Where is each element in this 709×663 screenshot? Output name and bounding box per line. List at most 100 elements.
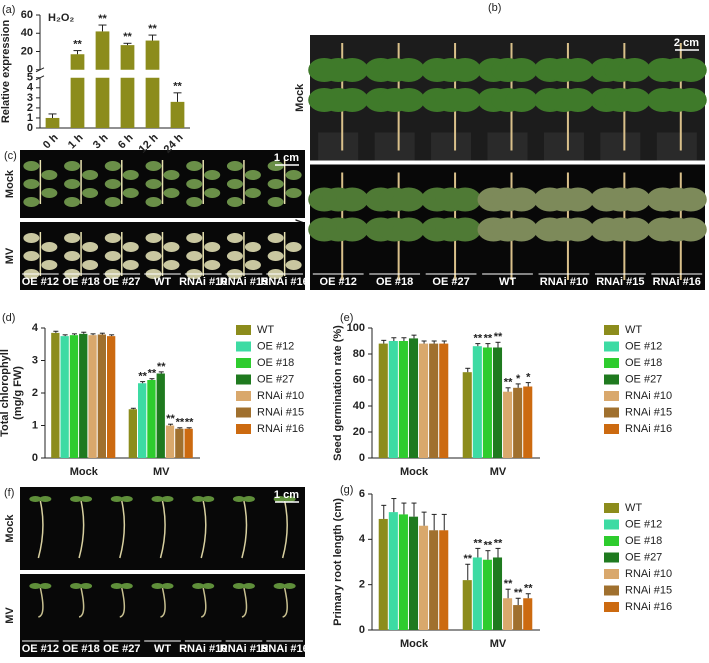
bar xyxy=(388,512,398,630)
leaflet xyxy=(285,188,302,198)
y-axis-label: Total chlorophyll(mg/g FW) xyxy=(0,349,24,437)
cotyledon xyxy=(273,496,286,502)
x-tick-label: MV xyxy=(153,466,170,478)
y-tick-label: 2 xyxy=(27,102,33,114)
y-tick-label: 20 xyxy=(21,45,33,57)
scale-label: 1 cm xyxy=(274,152,299,164)
legend-label: RNAi #16 xyxy=(257,423,304,435)
chart-title: H₂O₂ xyxy=(48,12,74,24)
bar xyxy=(513,605,523,630)
bar xyxy=(88,335,97,458)
bar xyxy=(378,518,388,630)
y-tick-label: 4 xyxy=(359,533,366,545)
leaflet xyxy=(145,197,162,207)
y-axis-label: Primary root length (cm) xyxy=(332,498,344,626)
seedling xyxy=(160,587,166,618)
leaflet xyxy=(267,197,284,207)
cotyledon xyxy=(202,583,215,589)
leaflet xyxy=(163,170,180,180)
genotype-label: WT xyxy=(154,276,171,288)
genotype-label: WT xyxy=(154,643,171,655)
significance: ** xyxy=(524,583,533,595)
significance: ** xyxy=(148,23,157,35)
leaflet xyxy=(186,179,203,189)
leaflet xyxy=(23,233,40,243)
foliage xyxy=(561,88,594,112)
significance: ** xyxy=(166,413,175,425)
leaflet xyxy=(244,260,261,270)
y-tick-label: 1 xyxy=(32,419,38,431)
legend-swatch xyxy=(604,503,619,513)
leaflet xyxy=(145,161,162,171)
bar xyxy=(378,343,388,458)
foliage xyxy=(674,187,707,212)
legend-swatch xyxy=(236,358,251,368)
leaflet xyxy=(104,179,121,189)
significance: * xyxy=(526,372,531,384)
bar xyxy=(419,525,429,630)
foliage xyxy=(392,217,425,242)
seedling xyxy=(241,500,248,559)
y-tick-label: 40 xyxy=(353,400,365,412)
cotyledon xyxy=(29,496,42,502)
legend-label: RNAi #10 xyxy=(625,390,672,402)
leaflet xyxy=(104,197,121,207)
y-tick-label: 0 xyxy=(32,452,38,464)
leaflet xyxy=(145,233,162,243)
bar xyxy=(120,77,135,128)
y-tick-label: 4 xyxy=(32,322,39,334)
leaflet xyxy=(82,260,99,270)
cotyledon xyxy=(151,496,164,502)
bar xyxy=(492,347,503,458)
leaflet xyxy=(82,170,99,180)
legend-swatch xyxy=(236,391,251,401)
legend-label: WT xyxy=(257,324,274,336)
x-tick-label: 6 h xyxy=(116,132,136,152)
significance: ** xyxy=(494,331,503,343)
bar xyxy=(462,372,472,458)
leaflet xyxy=(122,260,139,270)
bar xyxy=(482,559,492,630)
foliage xyxy=(336,217,369,242)
bar xyxy=(408,516,419,630)
seedling xyxy=(78,587,85,618)
bar xyxy=(429,530,439,630)
legend-label: RNAi #15 xyxy=(625,584,672,596)
seedling xyxy=(200,587,207,618)
leaflet xyxy=(41,242,58,252)
leaflet xyxy=(23,161,40,171)
leaflet xyxy=(23,251,40,261)
seedling xyxy=(281,500,288,559)
significance: ** xyxy=(73,39,82,51)
y-tick-label: 80 xyxy=(353,348,365,360)
foliage xyxy=(449,217,482,242)
legend-label: OE #18 xyxy=(625,535,662,547)
foliage xyxy=(505,187,538,212)
cotyledon xyxy=(192,496,205,502)
leaflet xyxy=(267,251,284,261)
cotyledon xyxy=(120,496,133,502)
x-tick-label: Mock xyxy=(70,466,99,478)
legend-label: RNAi #10 xyxy=(625,568,672,580)
bar xyxy=(107,336,116,458)
foliage xyxy=(618,217,651,242)
leaflet xyxy=(267,233,284,243)
leaflet xyxy=(204,188,221,198)
leaflet xyxy=(122,188,139,198)
legend-swatch xyxy=(604,585,619,596)
leaflet xyxy=(41,170,58,180)
x-tick-label: 1 h xyxy=(66,132,86,152)
x-tick-label: 0 h xyxy=(41,132,61,152)
significance: ** xyxy=(504,377,513,389)
panel-label: (g) xyxy=(340,484,353,496)
cotyledon xyxy=(242,583,255,589)
leaflet xyxy=(82,242,99,252)
foliage xyxy=(336,88,369,112)
leaflet xyxy=(122,242,139,252)
y-tick-label: 2 xyxy=(32,387,38,399)
legend-swatch xyxy=(604,424,619,434)
bar xyxy=(503,598,513,630)
leaflet xyxy=(41,188,58,198)
y-tick-label: 0 xyxy=(359,452,365,464)
x-tick-label: 3 h xyxy=(91,132,111,152)
